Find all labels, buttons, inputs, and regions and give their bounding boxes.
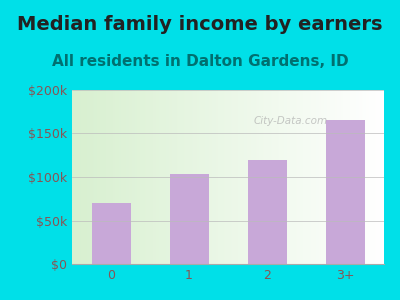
Text: City-Data.com: City-Data.com	[253, 116, 328, 126]
Bar	[248, 160, 286, 264]
Text: All residents in Dalton Gardens, ID: All residents in Dalton Gardens, ID	[52, 54, 348, 69]
Bar	[170, 174, 208, 264]
Bar	[326, 120, 364, 264]
Bar	[92, 203, 130, 264]
Text: Median family income by earners: Median family income by earners	[17, 15, 383, 34]
